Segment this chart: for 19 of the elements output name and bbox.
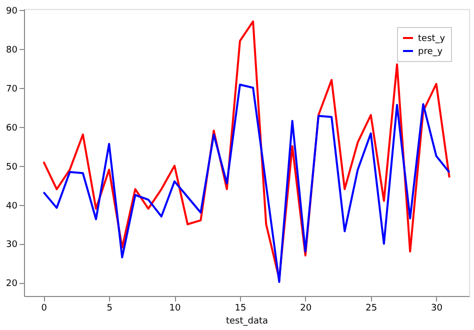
y-tick-label: 50 [6, 162, 18, 172]
y-tick-label: 80 [6, 45, 18, 56]
y-tick-label: 30 [6, 240, 18, 250]
x-tick-label: 30 [431, 304, 443, 314]
x-tick-label: 20 [300, 304, 312, 314]
legend-label: pre_y [418, 47, 444, 57]
legend-label: test_y [418, 34, 446, 44]
x-tick-label: 0 [41, 304, 48, 314]
y-tick-label: 90 [6, 6, 18, 16]
x-tick-label: 15 [234, 304, 246, 314]
x-tick-label: 25 [366, 304, 378, 314]
x-tick-label: 5 [106, 304, 112, 314]
y-tick-label: 70 [6, 84, 18, 94]
x-tick-label: 10 [169, 304, 182, 314]
y-tick-label: 60 [6, 123, 18, 134]
x-axis-title: test_data [226, 316, 268, 326]
y-tick-label: 20 [6, 279, 18, 290]
y-tick-label: 40 [6, 201, 18, 212]
line-series [42, 84, 450, 283]
